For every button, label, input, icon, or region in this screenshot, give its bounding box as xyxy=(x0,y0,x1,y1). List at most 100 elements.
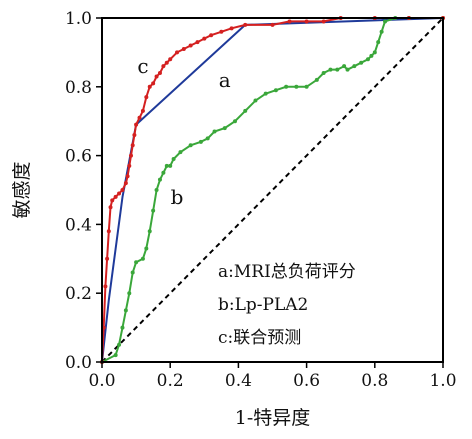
series-b-point xyxy=(376,40,381,45)
series-c-point xyxy=(243,22,248,27)
x-tick-label: 0.8 xyxy=(361,371,388,391)
series-b-point xyxy=(321,71,326,76)
series-b-point xyxy=(352,64,357,69)
series-b-point xyxy=(328,67,333,72)
series-b-point xyxy=(123,308,128,313)
series-c-point xyxy=(219,29,224,34)
series-b-point xyxy=(147,229,152,234)
y-tick-label: 0.0 xyxy=(65,353,92,373)
series-c-point xyxy=(130,143,135,148)
series-c-point xyxy=(270,22,275,27)
series-b-point xyxy=(304,84,309,89)
series-b-point xyxy=(127,291,132,296)
series-b-point xyxy=(134,260,139,265)
series-b-point xyxy=(342,64,347,69)
x-tick-label: 0.4 xyxy=(225,371,252,391)
y-tick-label: 1.0 xyxy=(65,9,92,29)
legend: a:MRI总负荷评分 b:Lp-PLA2 c:联合预测 xyxy=(212,252,426,356)
series-b-point xyxy=(151,208,156,213)
series-c-point xyxy=(321,19,326,24)
series-b-point xyxy=(243,108,248,113)
series-c-point xyxy=(209,33,214,38)
series-b-point xyxy=(140,256,145,261)
series-b-point xyxy=(253,98,258,103)
series-c-point xyxy=(137,115,142,120)
series-c-point xyxy=(147,84,152,89)
series-c-point xyxy=(108,205,113,210)
series-b-point xyxy=(198,139,203,144)
series-b-point xyxy=(273,88,278,93)
series-b-point xyxy=(178,150,183,155)
series-c-point xyxy=(128,153,133,158)
series-c-point xyxy=(154,74,159,79)
x-tick-label: 0.2 xyxy=(157,371,184,391)
series-c-point xyxy=(106,229,111,234)
y-tick-label: 0.4 xyxy=(65,215,92,235)
series-c xyxy=(100,16,445,364)
series-b-point xyxy=(130,270,135,275)
curve-tag-a: a xyxy=(219,68,231,92)
series-b-point xyxy=(188,143,193,148)
series-c-point xyxy=(287,19,292,24)
series-c-point xyxy=(125,174,130,179)
series-b-point xyxy=(263,91,268,96)
series-b-point xyxy=(144,246,149,251)
series-b-point xyxy=(164,163,169,168)
series-c-point xyxy=(134,122,139,127)
series-b-point xyxy=(335,67,340,72)
x-tick-label: 1.0 xyxy=(429,371,456,391)
curve-tag-c: c xyxy=(137,54,148,78)
series-b-point xyxy=(212,129,217,134)
legend-item-c: c:联合预测 xyxy=(218,328,301,348)
series-b-point xyxy=(154,188,159,192)
series-b-point xyxy=(205,136,210,141)
series-c-point xyxy=(181,46,186,51)
series-b-point xyxy=(161,170,166,175)
series-c-point xyxy=(120,188,125,192)
series-c-point xyxy=(304,19,309,24)
series-b-point xyxy=(157,177,162,182)
series-b-point xyxy=(369,53,374,58)
series-c-point xyxy=(151,81,156,86)
series-b-point xyxy=(284,84,289,89)
series-c-point xyxy=(188,43,193,48)
series-b-point xyxy=(294,84,299,89)
series-c-point xyxy=(117,191,122,196)
series-layer xyxy=(100,16,445,364)
legend-item-a: a:MRI总负荷评分 xyxy=(218,262,356,282)
curve-tag-b: b xyxy=(171,185,184,209)
x-tick-label: 0.0 xyxy=(88,371,115,391)
series-c-point xyxy=(164,60,169,65)
series-b-point xyxy=(117,342,122,347)
series-b-point xyxy=(359,60,364,65)
y-tick-label: 0.8 xyxy=(65,78,92,98)
series-b-point xyxy=(113,353,118,358)
series-c-point xyxy=(144,95,149,100)
series-b-point xyxy=(345,67,350,72)
ticks-layer: 0.0 0.2 0.4 0.6 0.8 1.0 0.0 0.2 0.4 0.6 0.8 1.0 xyxy=(65,9,457,391)
x-tick-label: 0.6 xyxy=(293,371,320,391)
series-b-point xyxy=(222,126,227,131)
series-c-point xyxy=(202,36,207,41)
series-b-point xyxy=(168,163,173,168)
legend-box xyxy=(212,252,426,356)
curve-tags: c a b xyxy=(137,54,230,209)
series-c-point xyxy=(161,64,166,69)
y-tick-label: 0.2 xyxy=(65,284,92,304)
series-b-point xyxy=(171,157,176,162)
series-c-point xyxy=(175,50,180,55)
series-c-point xyxy=(168,57,173,62)
x-axis-title: 1-特异度 xyxy=(235,407,311,429)
series-c-point xyxy=(123,181,128,186)
series-c-point xyxy=(140,108,145,113)
series-c-point xyxy=(127,163,132,168)
series-c-point xyxy=(113,194,118,199)
series-b-point xyxy=(232,119,237,124)
series-c-point xyxy=(157,71,162,76)
series-c-point xyxy=(229,26,234,31)
series-b-point xyxy=(314,77,319,82)
series-b-point xyxy=(365,57,370,62)
y-axis-title: 敏感度 xyxy=(11,161,33,218)
legend-item-b: b:Lp-PLA2 xyxy=(218,295,308,315)
